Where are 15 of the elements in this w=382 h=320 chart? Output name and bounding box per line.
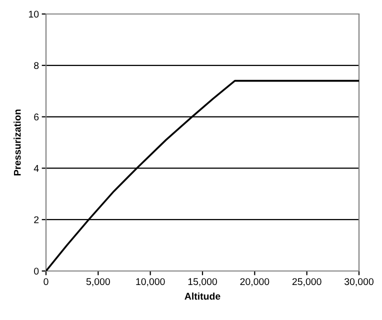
x-tick-label: 5,000 <box>86 278 110 286</box>
x-tick-label: 0 <box>44 278 48 286</box>
y-tick-label: 10 <box>28 10 39 18</box>
x-tick-label: 25,000 <box>292 278 322 286</box>
y-tick-label: 2 <box>34 216 39 224</box>
y-axis-title: Pressurization <box>14 110 21 176</box>
x-tick-label: 15,000 <box>188 278 217 286</box>
y-tick-label: 4 <box>34 165 39 172</box>
x-axis-title: Altitude <box>184 292 220 300</box>
y-tick-label: 8 <box>34 62 39 70</box>
x-tick-label: 30,000 <box>344 278 374 286</box>
x-tick-label: 20,000 <box>240 278 270 286</box>
y-tick-label: 0 <box>34 268 39 275</box>
x-tick-label: 10,000 <box>136 278 165 286</box>
y-tick-label: 6 <box>34 114 39 120</box>
